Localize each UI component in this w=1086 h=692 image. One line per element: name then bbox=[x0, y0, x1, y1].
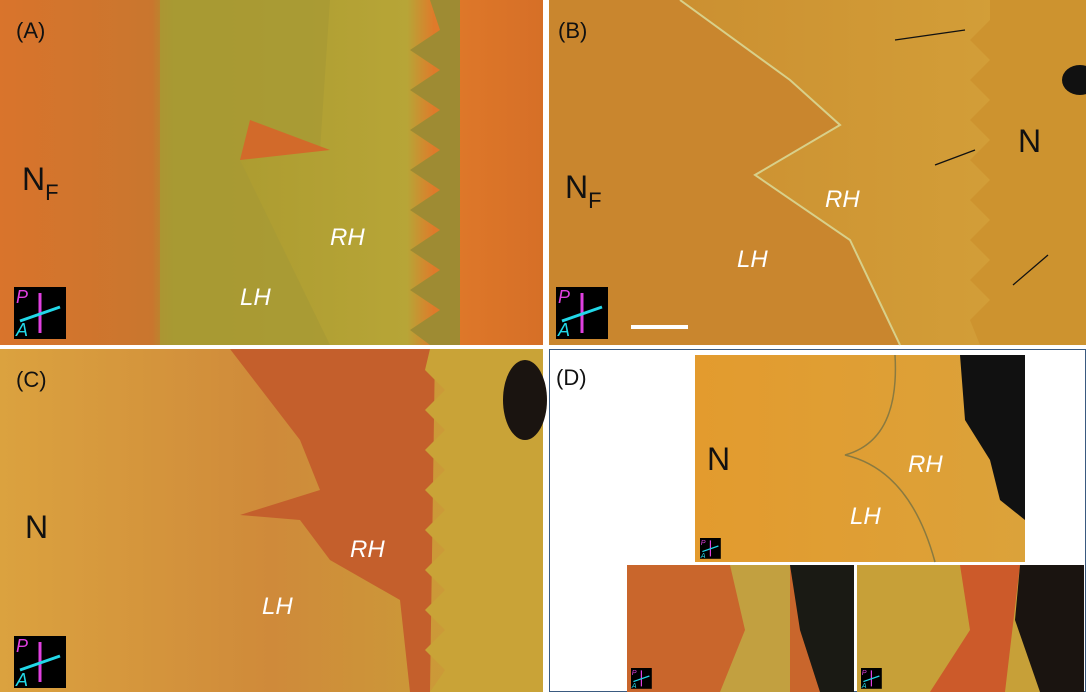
phase-label: N bbox=[25, 509, 48, 545]
polarizer-a: A bbox=[861, 681, 867, 690]
region-label: LH bbox=[262, 593, 293, 620]
region-label: LH bbox=[737, 246, 768, 273]
polarizer-p: P bbox=[862, 668, 867, 677]
polarizer-a: A bbox=[557, 320, 570, 340]
region-label: LH bbox=[240, 284, 271, 311]
polarizer-p: P bbox=[16, 287, 28, 307]
region-label: RH bbox=[330, 224, 365, 251]
panel-label: (D) bbox=[556, 365, 587, 390]
polarizer-p: P bbox=[632, 668, 637, 677]
region-label: RH bbox=[825, 186, 860, 213]
panel-label: (A) bbox=[16, 18, 45, 43]
polarizer-p: P bbox=[16, 636, 28, 656]
panel-d: (D) N RH LH PA PA PA bbox=[550, 350, 1086, 692]
phase-main: N bbox=[565, 169, 588, 205]
region-label: LH bbox=[850, 503, 881, 530]
polarizer-p: P bbox=[701, 538, 706, 547]
panel-label: (B) bbox=[558, 18, 587, 43]
region-label: RH bbox=[908, 451, 943, 478]
region-label: RH bbox=[350, 536, 385, 563]
polarizer-p: P bbox=[558, 287, 570, 307]
phase-label: N bbox=[1018, 123, 1041, 159]
panel-c: (C) N RH LH P A bbox=[0, 349, 547, 692]
figure: (A) NF RH LH P A (B) NF N RH LH P A (C) … bbox=[0, 0, 1086, 692]
phase-sub: F bbox=[588, 188, 601, 213]
polarizer-a: A bbox=[700, 551, 706, 560]
polarizer-a: A bbox=[631, 681, 637, 690]
panel-label: (C) bbox=[16, 367, 47, 392]
phase-sub: F bbox=[45, 180, 58, 205]
phase-label: N bbox=[707, 441, 730, 477]
panel-a: (A) NF RH LH P A bbox=[0, 0, 543, 345]
panel-b: (B) NF N RH LH P A bbox=[549, 0, 1086, 345]
polarizer-a: A bbox=[15, 670, 28, 690]
polarizer-a: A bbox=[15, 320, 28, 340]
phase-main: N bbox=[22, 161, 45, 197]
